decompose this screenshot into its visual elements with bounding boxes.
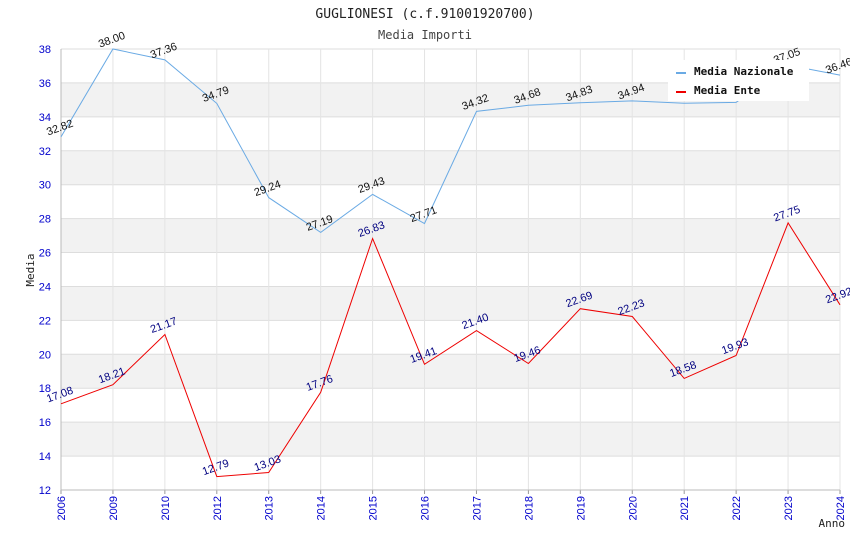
data-label: 37.36 <box>149 41 179 62</box>
legend-box <box>668 60 809 101</box>
y-tick-label: 28 <box>39 214 51 226</box>
axes <box>60 49 841 494</box>
y-tick-label: 18 <box>39 383 51 395</box>
y-tick-label: 12 <box>39 485 51 497</box>
grid-bands <box>61 82 840 457</box>
x-tick-label: 2015 <box>368 496 380 520</box>
data-label: 36.46 <box>824 56 850 77</box>
x-tick-label: 2009 <box>108 496 120 520</box>
x-tick-label: 2010 <box>160 496 172 520</box>
y-tick-label: 26 <box>39 248 51 260</box>
x-tick-label: 2020 <box>627 496 639 520</box>
y-tick-label: 38 <box>39 44 51 56</box>
gridlines <box>60 48 841 491</box>
y-tick-label: 32 <box>39 146 51 158</box>
x-tick-label: 2012 <box>212 496 224 520</box>
y-tick-label: 24 <box>39 281 51 293</box>
y-axis-title: Media <box>24 253 37 286</box>
y-tick-label: 22 <box>39 315 51 327</box>
x-tick-label: 2016 <box>420 496 432 520</box>
grid-band <box>61 354 840 389</box>
y-tick-label: 20 <box>39 349 51 361</box>
y-tick-labels: 12 14 16 18 20 22 24 26 28 30 32 34 36 38 <box>39 44 51 497</box>
legend-label-media-ente: Media Ente <box>694 84 761 97</box>
series-line-media-nazionale <box>60 48 841 234</box>
grid-band <box>61 286 840 321</box>
grid-band <box>61 422 840 457</box>
x-tick-labels: 2006 2009 2010 2012 2013 2014 2015 2016 2017 2018… <box>56 496 847 520</box>
x-tick-label: 2013 <box>264 496 276 520</box>
y-tick-label: 34 <box>39 112 51 124</box>
x-tick-label: 2014 <box>316 496 328 520</box>
chart-title: GUGLIONESI (c.f.91001920700) <box>315 7 534 22</box>
x-tick-label: 2006 <box>56 496 68 520</box>
legend-label-media-nazionale: Media Nazionale <box>694 65 794 78</box>
x-tick-label: 2018 <box>523 496 535 520</box>
x-axis-title: Anno <box>819 517 846 530</box>
x-tick-label: 2023 <box>783 496 795 520</box>
y-tick-label: 30 <box>39 180 51 192</box>
x-tick-label: 2022 <box>731 496 743 520</box>
y-tick-label: 36 <box>39 78 51 90</box>
series-line-media-ente <box>60 221 841 478</box>
x-tick-label: 2019 <box>575 496 587 520</box>
legend: Media Nazionale Media Ente <box>668 60 809 101</box>
series-lines <box>60 48 841 478</box>
y-tick-label: 16 <box>39 417 51 429</box>
x-tick-label: 2017 <box>471 496 483 520</box>
y-tick-label: 14 <box>39 451 51 463</box>
data-label: 38.00 <box>97 30 127 51</box>
x-tick-label: 2024 <box>835 496 847 520</box>
grid-band <box>61 218 840 253</box>
x-tick-label: 2021 <box>679 496 691 520</box>
chart-subtitle: Media Importi <box>378 28 472 42</box>
